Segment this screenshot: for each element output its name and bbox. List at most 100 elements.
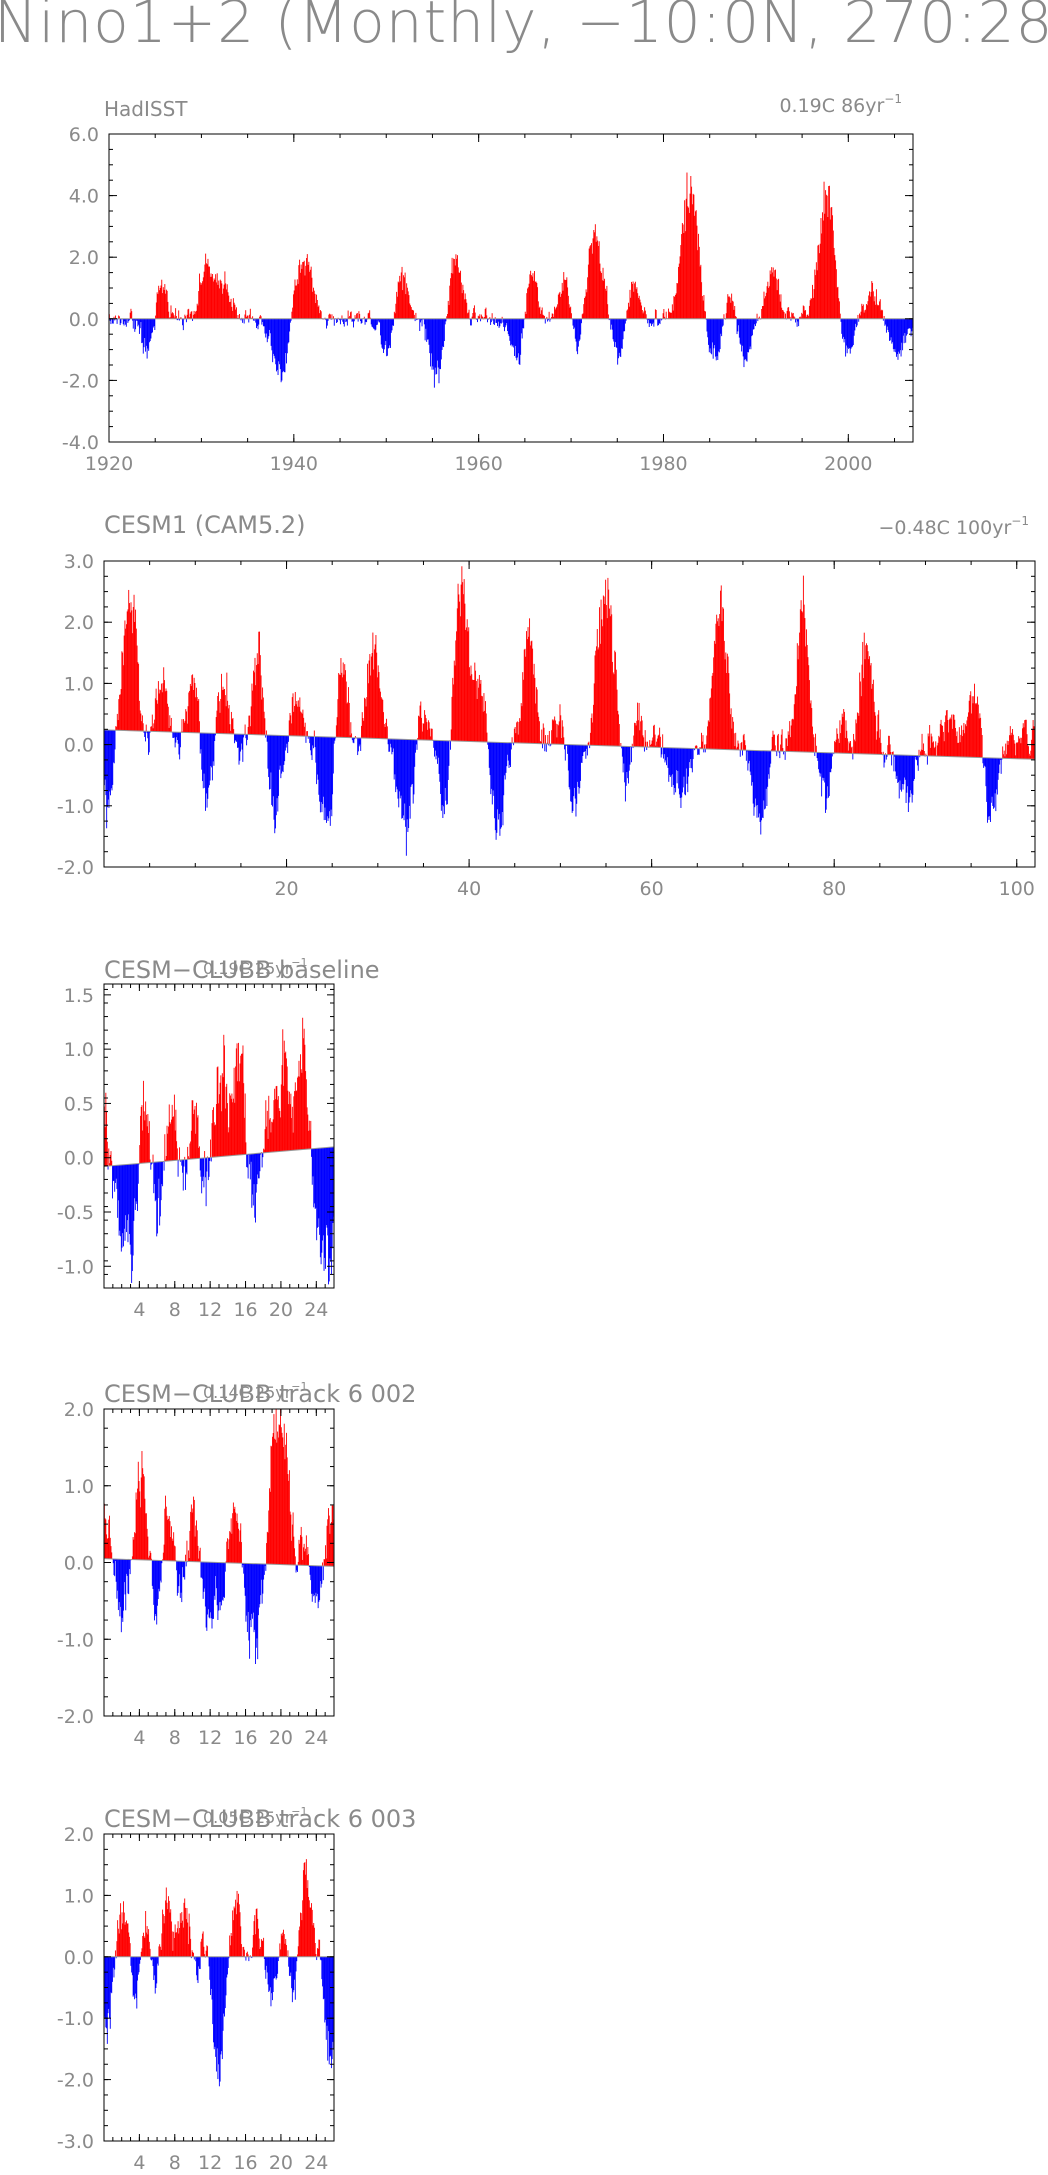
negative-bar — [521, 318, 523, 339]
positive-bar — [302, 1547, 304, 1566]
positive-bar — [980, 717, 982, 758]
negative-bar — [386, 318, 388, 356]
negative-bar — [157, 1956, 159, 1966]
negative-bar — [400, 739, 402, 796]
negative-bar — [827, 752, 829, 787]
negative-bar — [177, 1160, 179, 1177]
positive-bar — [422, 723, 424, 740]
positive-bar — [164, 1134, 166, 1162]
positive-bar — [634, 723, 636, 747]
negative-bar — [252, 1153, 253, 1195]
positive-bar — [125, 1922, 127, 1957]
negative-bar — [416, 318, 418, 321]
positive-bar — [866, 305, 868, 319]
negative-bar — [126, 1559, 128, 1576]
negative-bar — [433, 318, 435, 388]
x-tick-label: 4 — [133, 2152, 145, 2174]
negative-bar — [123, 318, 125, 326]
positive-bar — [534, 281, 536, 319]
negative-bar — [210, 1157, 212, 1162]
positive-bar — [457, 267, 459, 319]
negative-bar — [326, 318, 328, 326]
positive-bar — [210, 273, 212, 319]
x-tick-label: 40 — [457, 878, 481, 900]
positive-bar — [614, 650, 616, 747]
positive-bar — [195, 1133, 197, 1159]
positive-bar — [870, 291, 872, 319]
positive-bar — [367, 313, 369, 319]
positive-bar — [633, 735, 635, 747]
positive-bar — [936, 745, 938, 757]
negative-bar — [916, 755, 918, 761]
positive-bar — [551, 313, 553, 319]
positive-bar — [766, 286, 768, 319]
negative-bar — [887, 318, 889, 330]
positive-bar — [291, 1106, 293, 1151]
positive-bar — [1016, 743, 1018, 759]
negative-bar — [382, 318, 384, 349]
positive-bar — [313, 287, 314, 319]
negative-bar — [648, 318, 650, 327]
negative-bar — [160, 1560, 162, 1583]
negative-bar — [783, 751, 785, 755]
positive-bar — [145, 1513, 147, 1561]
negative-bar — [896, 318, 898, 355]
positive-bar — [696, 745, 698, 749]
negative-bar — [265, 1956, 267, 1979]
positive-bar — [405, 294, 407, 319]
negative-bar — [505, 742, 507, 773]
negative-bar — [650, 318, 652, 324]
positive-bar — [552, 313, 554, 319]
positive-bar — [1033, 726, 1035, 760]
positive-bar — [401, 266, 403, 319]
positive-bar — [634, 283, 636, 319]
positive-bar — [165, 293, 167, 319]
negative-bar — [120, 1164, 122, 1252]
positive-bar — [174, 1546, 176, 1562]
positive-bar — [196, 1530, 198, 1562]
positive-bar — [557, 294, 559, 319]
positive-bar — [458, 594, 460, 742]
negative-bar — [258, 1563, 260, 1608]
negative-bar — [765, 750, 767, 789]
negative-bar — [750, 750, 752, 776]
negative-bar — [620, 318, 622, 358]
positive-bar — [471, 316, 473, 319]
positive-bar — [129, 312, 131, 319]
negative-bar — [380, 318, 382, 345]
positive-bar — [117, 1920, 119, 1957]
positive-bar — [355, 317, 357, 319]
negative-bar — [408, 739, 410, 828]
positive-bar — [457, 255, 458, 319]
positive-bar — [525, 314, 527, 319]
negative-bar — [117, 1559, 119, 1611]
positive-bar — [1008, 741, 1010, 759]
negative-bar — [316, 1148, 318, 1241]
positive-bar — [195, 687, 197, 733]
positive-bar — [201, 1938, 203, 1957]
positive-bar — [378, 672, 380, 739]
positive-bar — [804, 618, 806, 753]
positive-bar — [771, 267, 773, 319]
positive-bar — [242, 1045, 244, 1155]
positive-bar — [562, 290, 564, 319]
negative-bar — [490, 318, 492, 325]
positive-bar — [424, 714, 426, 741]
negative-bar — [204, 1157, 206, 1178]
positive-bar — [491, 313, 493, 319]
positive-bar — [281, 1935, 283, 1957]
negative-bar — [201, 733, 203, 770]
positive-bar — [628, 306, 630, 319]
positive-bar — [179, 1147, 181, 1160]
positive-bar — [546, 316, 548, 319]
positive-bar — [730, 708, 732, 750]
positive-bar — [473, 308, 475, 319]
positive-bar — [430, 736, 432, 741]
positive-bar — [796, 686, 797, 752]
positive-bar — [527, 627, 529, 744]
negative-bar — [380, 318, 381, 336]
positive-bar — [468, 627, 470, 742]
positive-bar — [591, 243, 592, 319]
positive-bar — [272, 1436, 273, 1565]
positive-bar — [791, 312, 793, 319]
